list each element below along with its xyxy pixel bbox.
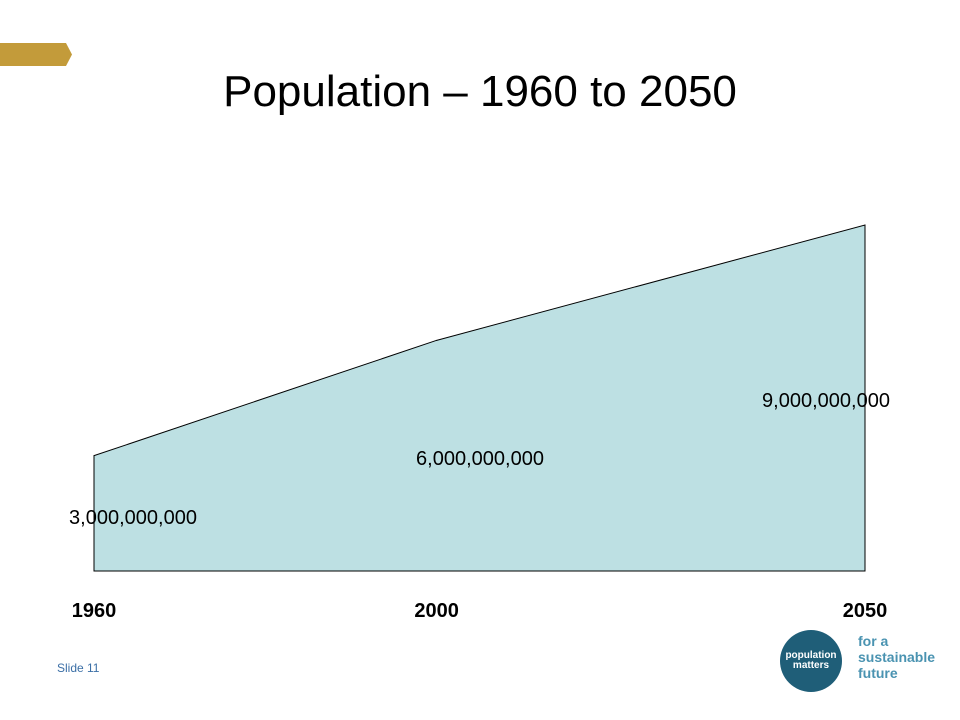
population-area bbox=[93, 224, 866, 572]
accent-tab-shape bbox=[0, 43, 72, 66]
logo-line-2: matters bbox=[792, 660, 830, 671]
data-label-1960: 3,000,000,000 bbox=[69, 507, 197, 529]
data-point-1960 bbox=[93, 455, 95, 457]
data-label-2000: 6,000,000,000 bbox=[416, 448, 544, 470]
population-matters-logo: population matters bbox=[780, 630, 842, 692]
tagline-line-3: future bbox=[858, 665, 898, 681]
tagline-line-2: sustainable bbox=[858, 649, 936, 665]
logo-tagline: for a sustainable future bbox=[858, 633, 935, 681]
data-point-2000 bbox=[436, 339, 438, 341]
logo-line-1: population bbox=[785, 650, 837, 661]
x-tick-label-1960: 1960 bbox=[72, 600, 117, 622]
slide-title: Population – 1960 to 2050 bbox=[223, 67, 737, 116]
data-label-2050: 9,000,000,000 bbox=[762, 390, 890, 412]
tagline-line-1: for a bbox=[858, 633, 889, 649]
slide-number: Slide 11 bbox=[57, 661, 100, 675]
x-tick-label-2000: 2000 bbox=[414, 600, 459, 622]
data-point-2050 bbox=[864, 224, 866, 226]
x-tick-label-2050: 2050 bbox=[843, 600, 888, 622]
